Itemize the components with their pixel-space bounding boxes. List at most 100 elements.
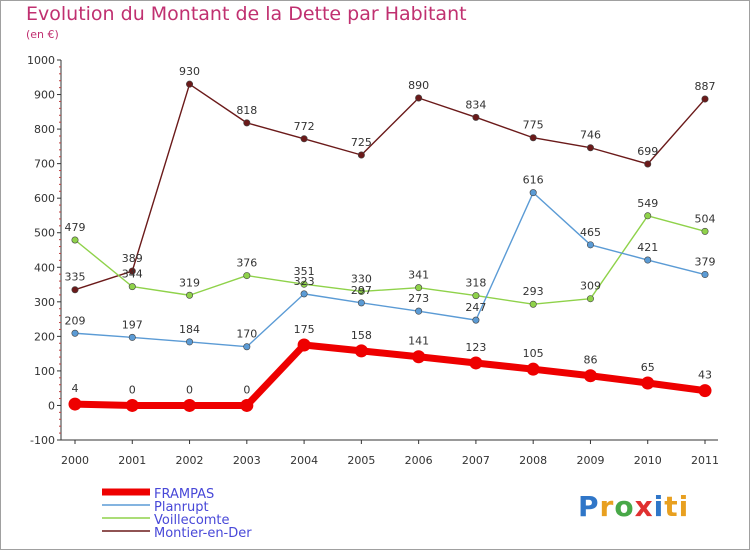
data-label: 376 [236, 257, 257, 270]
y-tick-label: 1000 [27, 54, 55, 67]
data-label: 818 [236, 104, 257, 117]
data-point [183, 398, 197, 412]
data-point [240, 398, 254, 412]
data-point [701, 227, 709, 235]
y-tick-label: 400 [34, 261, 55, 274]
y-tick-label: 200 [34, 330, 55, 343]
data-label: 772 [294, 120, 315, 133]
data-label: 197 [122, 318, 143, 331]
y-tick-label: -100 [30, 434, 55, 447]
data-point [644, 160, 652, 168]
data-label: 725 [351, 136, 372, 149]
data-point [297, 338, 311, 352]
x-tick-label: 2001 [118, 454, 146, 467]
data-point [644, 256, 652, 264]
data-point [186, 291, 194, 299]
data-label: 273 [408, 292, 429, 305]
legend-label: Montier-en-Der [154, 526, 252, 541]
data-label: 323 [294, 275, 315, 288]
data-point [300, 135, 308, 143]
x-tick-label: 2007 [462, 454, 490, 467]
data-label: 105 [523, 347, 544, 360]
data-label: 887 [695, 80, 716, 93]
data-label: 175 [294, 323, 315, 336]
y-tick-label: 900 [34, 89, 55, 102]
y-tick-label: 800 [34, 123, 55, 136]
data-point [357, 151, 365, 159]
data-point [469, 356, 483, 370]
x-tick-label: 2002 [176, 454, 204, 467]
y-tick-label: 300 [34, 296, 55, 309]
data-point [644, 212, 652, 220]
data-point [357, 299, 365, 307]
data-point [415, 307, 423, 315]
data-point [526, 362, 540, 376]
data-label: 247 [465, 301, 486, 314]
y-tick-label: 500 [34, 227, 55, 240]
x-tick-label: 2010 [634, 454, 662, 467]
data-point [243, 272, 251, 280]
data-label: 549 [637, 197, 658, 210]
legend-label: Voillecomte [154, 513, 230, 528]
data-label: 389 [122, 252, 143, 265]
data-label: 297 [351, 284, 372, 297]
data-point [472, 113, 480, 121]
data-point [701, 95, 709, 103]
data-label: 930 [179, 65, 200, 78]
x-tick-label: 2008 [519, 454, 547, 467]
data-point [415, 284, 423, 292]
data-label: 170 [236, 328, 257, 341]
x-tick-label: 2003 [233, 454, 261, 467]
data-point [529, 189, 537, 197]
x-tick-label: 2009 [576, 454, 604, 467]
data-label: 319 [179, 276, 200, 289]
data-label: 335 [65, 271, 86, 284]
data-point [128, 267, 136, 275]
x-tick-label: 2006 [405, 454, 433, 467]
data-point [243, 343, 251, 351]
data-label: 890 [408, 79, 429, 92]
data-point [586, 241, 594, 249]
x-tick-label: 2005 [347, 454, 375, 467]
data-label: 344 [122, 268, 143, 281]
data-point [698, 384, 712, 398]
data-point [354, 344, 368, 358]
y-tick-label: 600 [34, 192, 55, 205]
data-label: 43 [698, 369, 712, 382]
data-point [128, 283, 136, 291]
data-label: 0 [186, 383, 193, 396]
y-tick-label: 0 [48, 399, 55, 412]
data-point [472, 316, 480, 324]
proxiti-logo: Proxiti [578, 490, 690, 523]
data-label: 746 [580, 129, 601, 142]
data-point [125, 398, 139, 412]
x-tick-label: 2011 [691, 454, 719, 467]
data-point [529, 134, 537, 142]
data-point [128, 333, 136, 341]
data-label: 209 [65, 314, 86, 327]
data-point [586, 295, 594, 303]
data-point [701, 271, 709, 279]
chart-title: Evolution du Montant de la Dette par Hab… [26, 3, 467, 25]
data-point [300, 280, 308, 288]
data-label: 351 [294, 265, 315, 278]
data-point [186, 80, 194, 88]
data-point [71, 286, 79, 294]
data-label: 479 [65, 221, 86, 234]
data-label: 309 [580, 280, 601, 293]
data-label: 4 [72, 382, 79, 395]
y-tick-label: 700 [34, 158, 55, 171]
data-point [243, 119, 251, 127]
data-label: 0 [129, 383, 136, 396]
data-point [71, 329, 79, 337]
chart-unit-label: (en €) [26, 28, 59, 41]
series-line-planrupt [74, 191, 706, 348]
data-label: 379 [695, 256, 716, 269]
data-point [641, 376, 655, 390]
data-label: 0 [243, 383, 250, 396]
data-label: 504 [695, 212, 716, 225]
data-point [472, 292, 480, 300]
data-label: 341 [408, 269, 429, 282]
data-label: 834 [465, 98, 486, 111]
legend-label: Planrupt [154, 500, 209, 515]
